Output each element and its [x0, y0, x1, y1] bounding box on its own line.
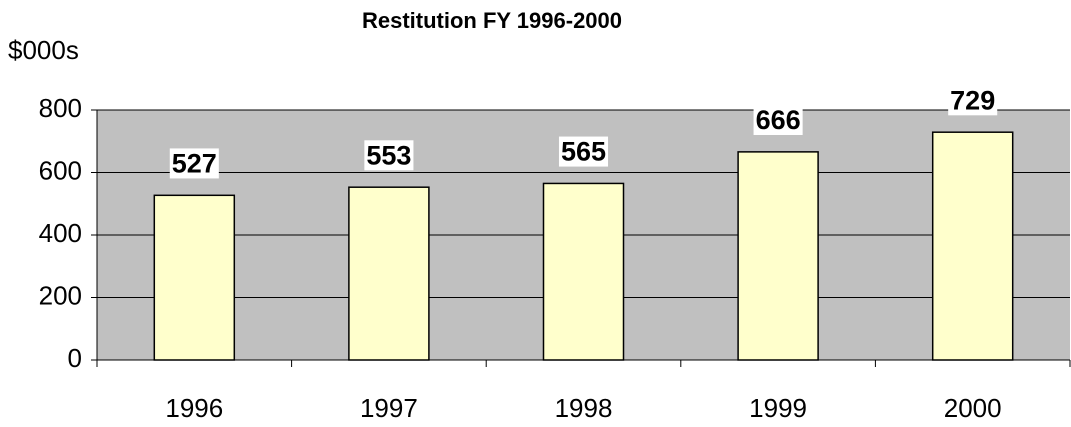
bar [153, 194, 236, 361]
chart-title: Restitution FY 1996-2000 [362, 8, 622, 33]
x-tick-label: 1999 [749, 393, 807, 423]
x-tick-label: 2000 [944, 393, 1002, 423]
bar [931, 131, 1014, 361]
data-label: 553 [366, 140, 411, 170]
data-label: 666 [756, 105, 801, 135]
data-label-background [169, 148, 219, 179]
data-label: 565 [561, 137, 606, 167]
bar [737, 151, 819, 361]
x-tick-label: 1998 [555, 393, 613, 423]
bar [542, 182, 625, 361]
bar [348, 186, 430, 361]
y-tick-label: 600 [39, 155, 82, 185]
data-label-background [558, 136, 609, 167]
data-label: 527 [172, 148, 217, 178]
x-tick-label: 1996 [165, 393, 223, 423]
data-label-background [753, 105, 803, 135]
y-axis-label: $000s [8, 35, 79, 65]
data-label: 729 [950, 85, 995, 115]
data-label-background [948, 85, 998, 116]
x-tick-label: 1997 [360, 393, 418, 423]
y-tick-label: 0 [68, 343, 82, 373]
data-label-background [364, 140, 414, 171]
y-tick-label: 400 [39, 218, 82, 248]
y-tick-label: 200 [39, 280, 82, 310]
y-tick-label: 800 [39, 93, 82, 123]
